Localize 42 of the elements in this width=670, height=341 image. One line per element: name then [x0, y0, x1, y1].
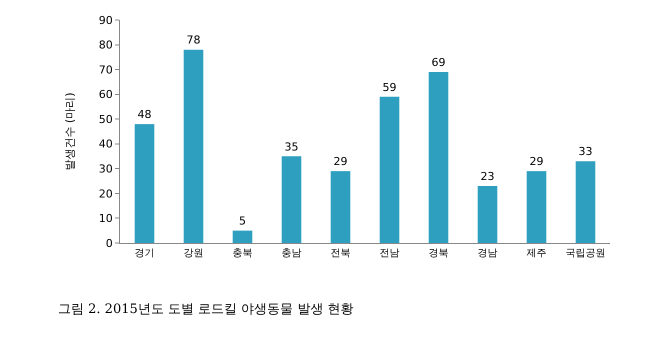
- x-tick-label: 경기: [134, 248, 154, 259]
- y-axis-title: 발생건수 (마리): [63, 92, 76, 171]
- y-tick-label: 20: [98, 187, 113, 200]
- bar: [526, 171, 546, 243]
- bar: [282, 156, 302, 243]
- y-tick-label: 40: [98, 138, 113, 151]
- bar: [478, 186, 498, 243]
- x-tick-label: 전남: [380, 248, 400, 259]
- bar: [576, 161, 596, 243]
- x-tick-label: 강원: [184, 248, 204, 259]
- y-tick-label: 80: [98, 38, 113, 52]
- x-tick-label: 국립공원: [566, 248, 606, 259]
- y-tick-label: 30: [98, 162, 113, 176]
- bar: [330, 171, 350, 243]
- x-tick-label: 경남: [478, 248, 498, 259]
- y-tick-label: 10: [98, 212, 113, 226]
- bar: [380, 96, 400, 243]
- y-tick-label: 90: [98, 14, 113, 27]
- y-tick-label: 50: [98, 112, 113, 126]
- y-tick-label: 70: [98, 63, 113, 76]
- data-label: 78: [186, 34, 200, 47]
- x-tick-label: 경북: [428, 248, 448, 259]
- y-tick-label: 0: [106, 236, 113, 250]
- data-label: 29: [334, 155, 348, 168]
- bar: [232, 230, 252, 243]
- bar: [184, 50, 204, 243]
- data-label: 33: [578, 145, 592, 158]
- data-label: 23: [480, 170, 494, 184]
- x-tick-label: 충북: [232, 248, 252, 259]
- caption: 그림 2. 2015년도 도별 로드킬 야생동물 발생 현황: [58, 302, 354, 317]
- data-label: 48: [138, 108, 152, 122]
- x-tick-label: 제주: [526, 248, 546, 259]
- data-label: 35: [284, 140, 298, 154]
- x-tick-label: 전북: [330, 248, 350, 259]
- data-label: 59: [382, 80, 396, 94]
- data-label: 5: [239, 214, 246, 228]
- bar: [428, 72, 448, 243]
- x-tick-label: 충남: [282, 248, 302, 259]
- y-tick-label: 60: [98, 88, 113, 102]
- data-label: 29: [530, 155, 544, 168]
- data-label: 69: [432, 56, 446, 70]
- bar: [134, 124, 154, 243]
